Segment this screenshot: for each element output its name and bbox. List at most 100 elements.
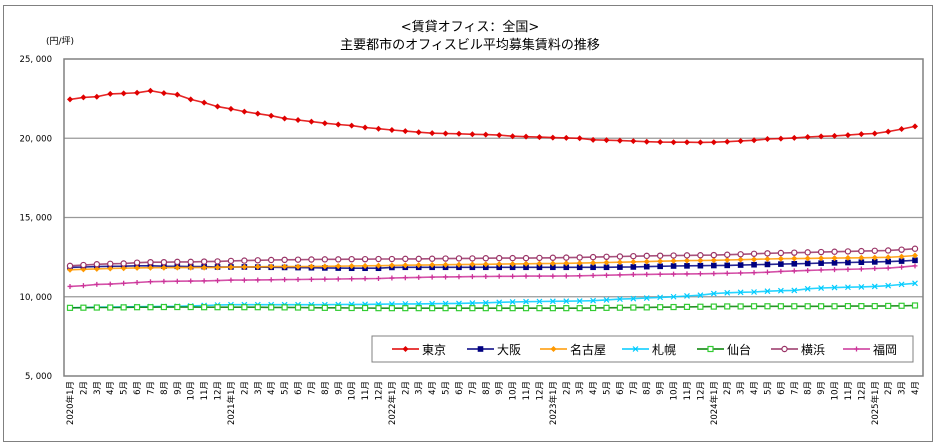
x-tick-label: 2022年1月 — [387, 381, 398, 425]
data-point — [683, 303, 691, 310]
data-point — [791, 303, 798, 310]
x-tick-label: 4月 — [911, 381, 921, 395]
legend-marker — [781, 345, 788, 353]
data-point — [697, 292, 704, 299]
data-point — [134, 264, 141, 271]
data-point — [563, 134, 570, 141]
data-point — [523, 273, 529, 279]
data-point — [254, 257, 261, 264]
data-point — [603, 264, 610, 271]
data-point — [764, 250, 771, 257]
data-point — [683, 252, 691, 259]
data-point — [616, 253, 624, 260]
data-point — [93, 304, 100, 311]
data-point — [482, 299, 489, 306]
data-point — [496, 132, 503, 139]
data-point — [643, 295, 650, 301]
legend-label: 横浜 — [801, 343, 825, 357]
x-tick-label: 6月 — [133, 381, 143, 395]
data-point — [509, 133, 516, 140]
data-point — [66, 304, 74, 311]
data-point — [214, 103, 221, 110]
data-point — [737, 251, 744, 258]
series-6 — [67, 263, 918, 289]
data-point — [174, 91, 181, 98]
data-point — [603, 259, 610, 266]
data-point — [657, 294, 664, 301]
data-point — [670, 263, 677, 269]
data-point — [509, 254, 516, 262]
data-point — [858, 254, 865, 261]
data-point — [375, 305, 382, 312]
data-point — [885, 265, 891, 271]
x-tick-label: 12月 — [535, 381, 545, 400]
x-tick-label: 10月 — [831, 381, 841, 400]
data-point — [670, 257, 677, 264]
chart-frame — [3, 5, 933, 442]
data-point — [496, 261, 503, 268]
data-point — [697, 303, 704, 310]
data-point — [751, 289, 757, 295]
data-point — [349, 276, 355, 282]
legend-label: 仙台 — [727, 342, 751, 357]
data-point — [388, 255, 396, 263]
chart-title: <賃貸オフィス：全国> — [401, 19, 540, 35]
data-point — [402, 305, 409, 312]
data-point — [764, 269, 770, 275]
data-point — [388, 262, 395, 269]
data-point — [66, 262, 74, 270]
data-point — [482, 305, 489, 312]
legend-item: 大阪 — [467, 343, 521, 357]
data-point — [416, 274, 422, 280]
data-point — [321, 263, 328, 270]
data-point — [522, 254, 530, 262]
data-point — [362, 262, 369, 269]
data-point — [576, 298, 583, 304]
data-point — [482, 255, 489, 262]
data-point — [120, 90, 127, 97]
legend-item: 横浜 — [771, 343, 825, 357]
data-point — [496, 299, 503, 306]
data-point — [604, 272, 610, 278]
data-point — [456, 274, 462, 280]
data-point — [616, 304, 624, 311]
data-point — [268, 304, 275, 311]
data-point — [214, 304, 221, 311]
data-point — [335, 304, 342, 311]
y-tick-label: 15, 000 — [20, 214, 52, 224]
data-point — [617, 264, 623, 270]
data-point — [147, 279, 153, 285]
x-tick-label: 9月 — [656, 381, 666, 395]
data-point — [121, 280, 127, 286]
data-point — [737, 303, 744, 310]
x-tick-label: 11月 — [844, 381, 854, 400]
data-point — [321, 304, 328, 311]
data-point — [643, 252, 650, 260]
data-point — [684, 271, 690, 277]
data-point — [348, 255, 355, 263]
data-point — [335, 276, 341, 282]
data-point — [576, 135, 583, 142]
data-point — [724, 251, 731, 258]
data-point — [832, 267, 838, 273]
data-point — [549, 134, 556, 141]
data-point — [536, 264, 543, 271]
data-point — [858, 247, 865, 255]
data-point — [563, 260, 570, 267]
x-tick-label: 8月 — [160, 381, 170, 395]
x-tick-label: 6月 — [616, 381, 626, 395]
x-tick-label: 12月 — [214, 381, 224, 400]
data-point — [576, 305, 583, 312]
data-point — [764, 288, 771, 295]
data-point — [375, 276, 381, 282]
data-point — [254, 304, 261, 311]
legend-label: 東京 — [422, 343, 446, 357]
data-point — [227, 257, 235, 265]
data-point — [361, 304, 369, 312]
data-point — [710, 139, 717, 146]
data-point — [818, 255, 825, 262]
y-tick-label: 10, 000 — [20, 293, 52, 303]
x-tick-label: 2月 — [401, 381, 411, 395]
data-point — [858, 259, 865, 265]
data-point — [590, 273, 596, 279]
